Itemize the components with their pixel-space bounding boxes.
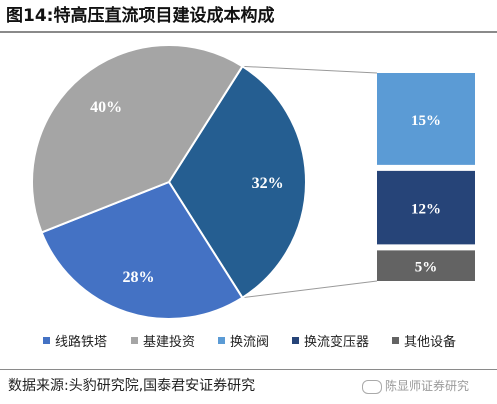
bar-label-1: 12% — [411, 202, 441, 218]
legend-swatch-2 — [218, 337, 225, 344]
connector-line-bottom — [242, 280, 378, 299]
watermark: 陈显师证券研究 — [362, 376, 469, 396]
bar-segment-1 — [377, 170, 475, 245]
chart-title: 图14:特高压直流项目建设成本构成 — [6, 6, 275, 26]
pie-of-bar-chart: 32% 28% 40% 15% 12% 5% 线路铁塔 基建投资 换流阀 换流变压器 其他设备 — [31, 44, 475, 350]
source-note: 数据来源:头豹研究院,国泰君安证券研究 — [8, 378, 256, 394]
pie-label-1: 40% — [90, 99, 122, 116]
legend-swatch-3 — [292, 337, 299, 344]
legend-label-1: 基建投资 — [143, 334, 195, 350]
title-divider — [0, 31, 497, 33]
legend-swatch-0 — [43, 337, 50, 344]
legend-label-2: 换流阀 — [230, 335, 269, 350]
bar-segment-0 — [377, 73, 475, 165]
legend-label-0: 线路铁塔 — [55, 334, 107, 350]
pie-slice-1 — [31, 44, 244, 234]
bar-label-0: 15% — [411, 113, 441, 129]
legend-swatch-4 — [392, 337, 399, 344]
pie-label-2: 32% — [252, 175, 284, 192]
footer-divider — [0, 369, 497, 370]
watermark-text: 陈显师证券研究 — [385, 379, 470, 393]
bar-label-2: 5% — [415, 260, 438, 276]
legend-label-4: 其他设备 — [404, 334, 456, 350]
legend-swatch-1 — [131, 337, 138, 344]
wechat-icon — [362, 379, 382, 394]
pie-slice-0 — [40, 180, 244, 320]
pie-slice-2 — [167, 64, 307, 300]
legend-label-3: 换流变压器 — [304, 334, 369, 350]
connector-line-top — [242, 65, 378, 74]
bar-segment-2 — [377, 250, 475, 281]
pie-label-0: 28% — [123, 269, 155, 286]
